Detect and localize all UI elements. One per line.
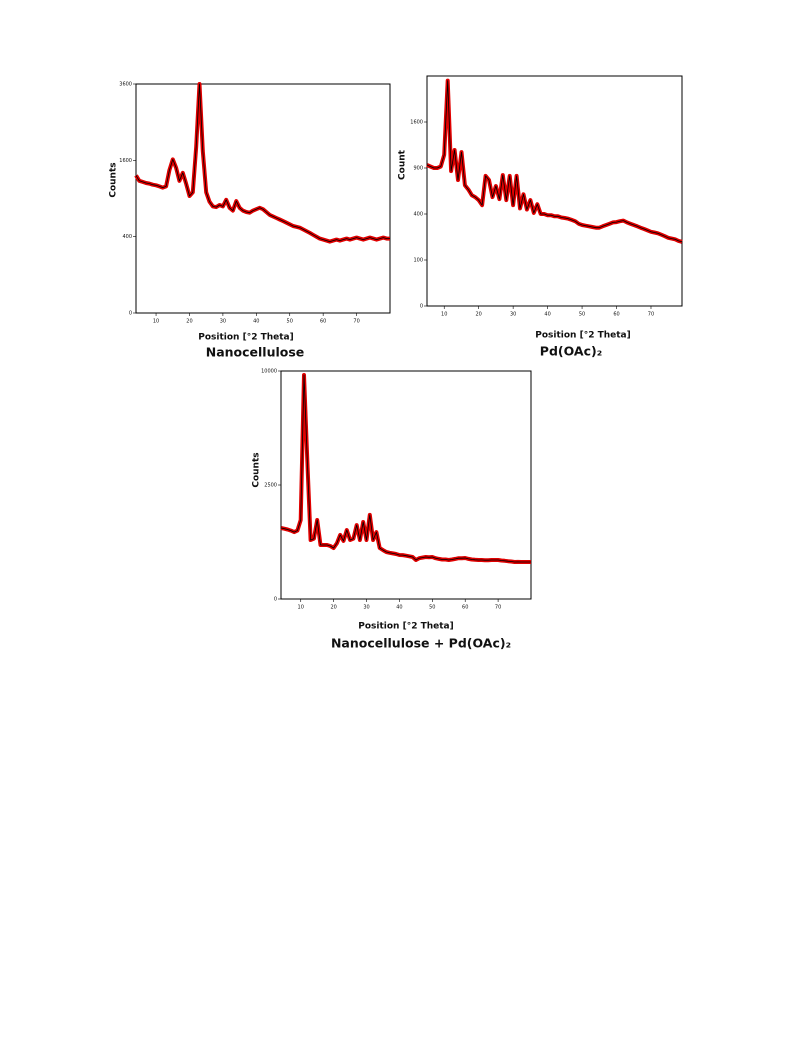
- chart-title: Nanocellulose: [206, 345, 305, 360]
- plot-frame: [135, 83, 391, 314]
- x-tick-label: 20: [476, 312, 482, 318]
- y-tick-label: 2500: [264, 483, 277, 489]
- x-tick-label: 30: [510, 312, 516, 318]
- y-tick-label: 1600: [119, 158, 132, 164]
- y-tick-label: 0: [420, 304, 423, 310]
- x-tick-label: 10: [153, 319, 159, 325]
- x-tick-label: 20: [330, 605, 336, 611]
- x-tick-label: 10: [441, 312, 447, 318]
- x-tick-label: 50: [579, 312, 585, 318]
- y-tick-label: 0: [129, 311, 132, 317]
- x-axis-label: Position [°2 Theta]: [198, 333, 293, 343]
- y-tick-label: 10000: [261, 369, 277, 375]
- x-tick-label: 40: [544, 312, 550, 318]
- y-tick-label: 400: [122, 234, 132, 240]
- pattern-line: [426, 80, 683, 243]
- x-tick-label: 40: [253, 319, 259, 325]
- x-tick-label: 50: [429, 605, 435, 611]
- x-axis-label: Position [°2 Theta]: [535, 331, 630, 341]
- x-tick-label: 60: [613, 312, 619, 318]
- plot-frame: [426, 75, 683, 307]
- x-tick-label: 30: [220, 319, 226, 325]
- y-tick-label: 3600: [119, 82, 132, 88]
- fit-band: [426, 78, 683, 244]
- y-axis-label: Count: [398, 149, 408, 180]
- x-tick-label: 40: [396, 605, 402, 611]
- chart-title: Pd(OAc)₂: [540, 344, 602, 359]
- fit-band: [280, 373, 531, 564]
- pattern-line: [135, 83, 390, 242]
- x-tick-label: 50: [287, 319, 293, 325]
- y-tick-label: 900: [413, 166, 423, 172]
- y-axis-label: Counts: [109, 162, 119, 197]
- y-tick-label: 0: [274, 597, 277, 603]
- x-tick-label: 60: [320, 319, 326, 325]
- y-tick-label: 1600: [410, 120, 423, 126]
- x-tick-label: 70: [648, 312, 654, 318]
- x-tick-label: 20: [186, 319, 192, 325]
- y-tick-label: 100: [413, 258, 423, 264]
- x-tick-label: 30: [363, 605, 369, 611]
- x-tick-label: 60: [462, 605, 468, 611]
- x-tick-label: 10: [298, 605, 304, 611]
- y-axis-label: Counts: [252, 452, 262, 487]
- pattern-line: [280, 374, 531, 563]
- plot-frame: [280, 370, 532, 600]
- chart-title: Nanocellulose + Pd(OAc)₂: [331, 636, 511, 651]
- x-tick-label: 70: [495, 605, 501, 611]
- x-axis-label: Position [°2 Theta]: [358, 622, 453, 632]
- x-tick-label: 70: [353, 319, 359, 325]
- y-tick-label: 400: [413, 212, 423, 218]
